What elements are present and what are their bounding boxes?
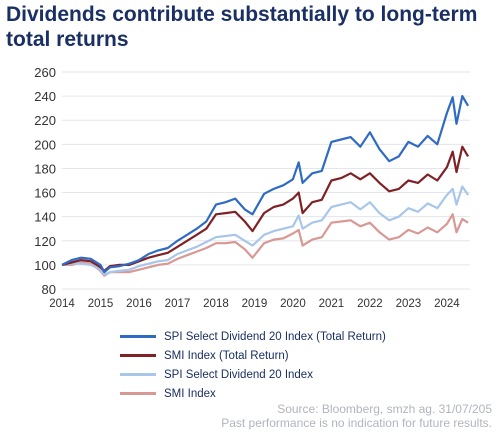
series-layer [61,94,470,277]
x-tick-label: 2014 [49,298,75,310]
source-note: Source: Bloomberg, smzh ag. 31/07/205 Pa… [72,402,492,430]
x-tick-label: 2021 [319,298,345,310]
x-tick-label: 2019 [242,298,268,310]
x-tick-label: 2017 [165,298,191,310]
series-line [62,213,469,277]
legend: SPI Select Dividend 20 Index (Total Retu… [120,328,480,404]
legend-label: SPI Select Dividend 20 Index (Total Retu… [164,330,386,343]
series-line [61,185,470,276]
x-tick-label: 2024 [434,298,460,310]
series-line [61,94,470,274]
legend-label: SMI Index (Total Return) [164,349,289,362]
y-tick-label: 120 [34,234,56,249]
y-tick-label: 260 [34,65,56,80]
legend-swatch-smi [120,392,156,395]
legend-swatch-spi-select-dividend-total-return [120,335,156,338]
legend-item: SMI Index (Total Return) [120,347,480,364]
y-tick-label: 240 [34,89,56,104]
y-tick-label: 220 [34,113,56,128]
y-tick-label: 80 [42,282,56,297]
y-tick-label: 140 [34,210,56,225]
legend-item: SMI Index [120,385,480,402]
legend-swatch-spi-select-dividend [120,373,156,376]
y-tick-label: 180 [34,161,56,176]
legend-item: SPI Select Dividend 20 Index [120,366,480,383]
legend-item: SPI Select Dividend 20 Index (Total Retu… [120,328,480,345]
y-axis: 80 100 120 140 160 180 200 220 240 260 [34,65,56,297]
y-tick-label: 160 [34,186,56,201]
x-axis: 2014 2015 2016 2017 2018 2019 2020 2021 2022 2023… [49,298,460,310]
x-tick-label: 2016 [126,298,152,310]
source-line: Source: Bloomberg, smzh ag. 31/07/205 [277,402,492,416]
x-tick-label: 2022 [357,298,383,310]
chart-title: Dividends contribute substantially to lo… [6,3,478,51]
y-tick-label: 100 [34,258,56,273]
y-tick-label: 200 [34,137,56,152]
legend-swatch-smi-total-return [120,354,156,357]
x-tick-label: 2015 [88,298,114,310]
legend-label: SMI Index [164,387,216,400]
x-tick-label: 2018 [203,298,229,310]
x-tick-label: 2023 [396,298,422,310]
disclaimer: Past performance is no indication for fu… [221,416,492,430]
legend-label: SPI Select Dividend 20 Index [164,368,313,381]
x-tick-label: 2020 [280,298,306,310]
